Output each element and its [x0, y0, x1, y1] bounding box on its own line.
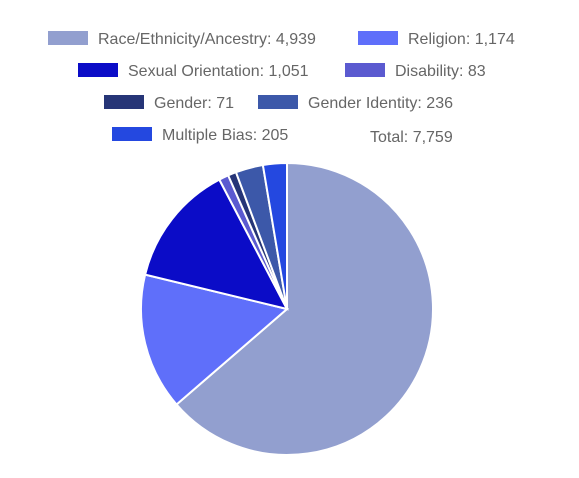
legend-swatch-religion[interactable] [358, 31, 398, 45]
legend-label-disability[interactable]: Disability: 83 [395, 63, 486, 80]
legend-label-gender-identity[interactable]: Gender Identity: 236 [308, 95, 453, 112]
legend-swatch-multiple-bias[interactable] [112, 127, 152, 141]
legend-label-gender[interactable]: Gender: 71 [154, 95, 234, 112]
legend-label-multiple-bias[interactable]: Multiple Bias: 205 [162, 127, 288, 144]
legend-label-race-ethnicity-ancestry[interactable]: Race/Ethnicity/Ancestry: 4,939 [98, 31, 316, 48]
pie-slice-sexual-orientation[interactable] [143, 178, 289, 311]
legend-swatch-disability[interactable] [345, 63, 385, 77]
legend-label-religion[interactable]: Religion: 1,174 [408, 31, 515, 48]
pie-slice-race-ethnicity-ancestry[interactable] [175, 161, 434, 456]
legend-swatch-gender[interactable] [104, 95, 144, 109]
legend: Race/Ethnicity/Ancestry: 4,939 Religion: … [48, 31, 515, 144]
legend-swatch-gender-identity[interactable] [258, 95, 298, 109]
pie-slice-religion[interactable] [140, 273, 290, 406]
legend-label-sexual-orientation[interactable]: Sexual Orientation: 1,051 [128, 63, 309, 80]
legend-swatch-race-ethnicity-ancestry[interactable] [48, 31, 88, 45]
pie-slice-multiple-bias[interactable] [261, 161, 288, 310]
pie-slices [140, 161, 434, 456]
total-label: Total: 7,759 [370, 129, 453, 146]
legend-swatch-sexual-orientation[interactable] [78, 63, 118, 77]
